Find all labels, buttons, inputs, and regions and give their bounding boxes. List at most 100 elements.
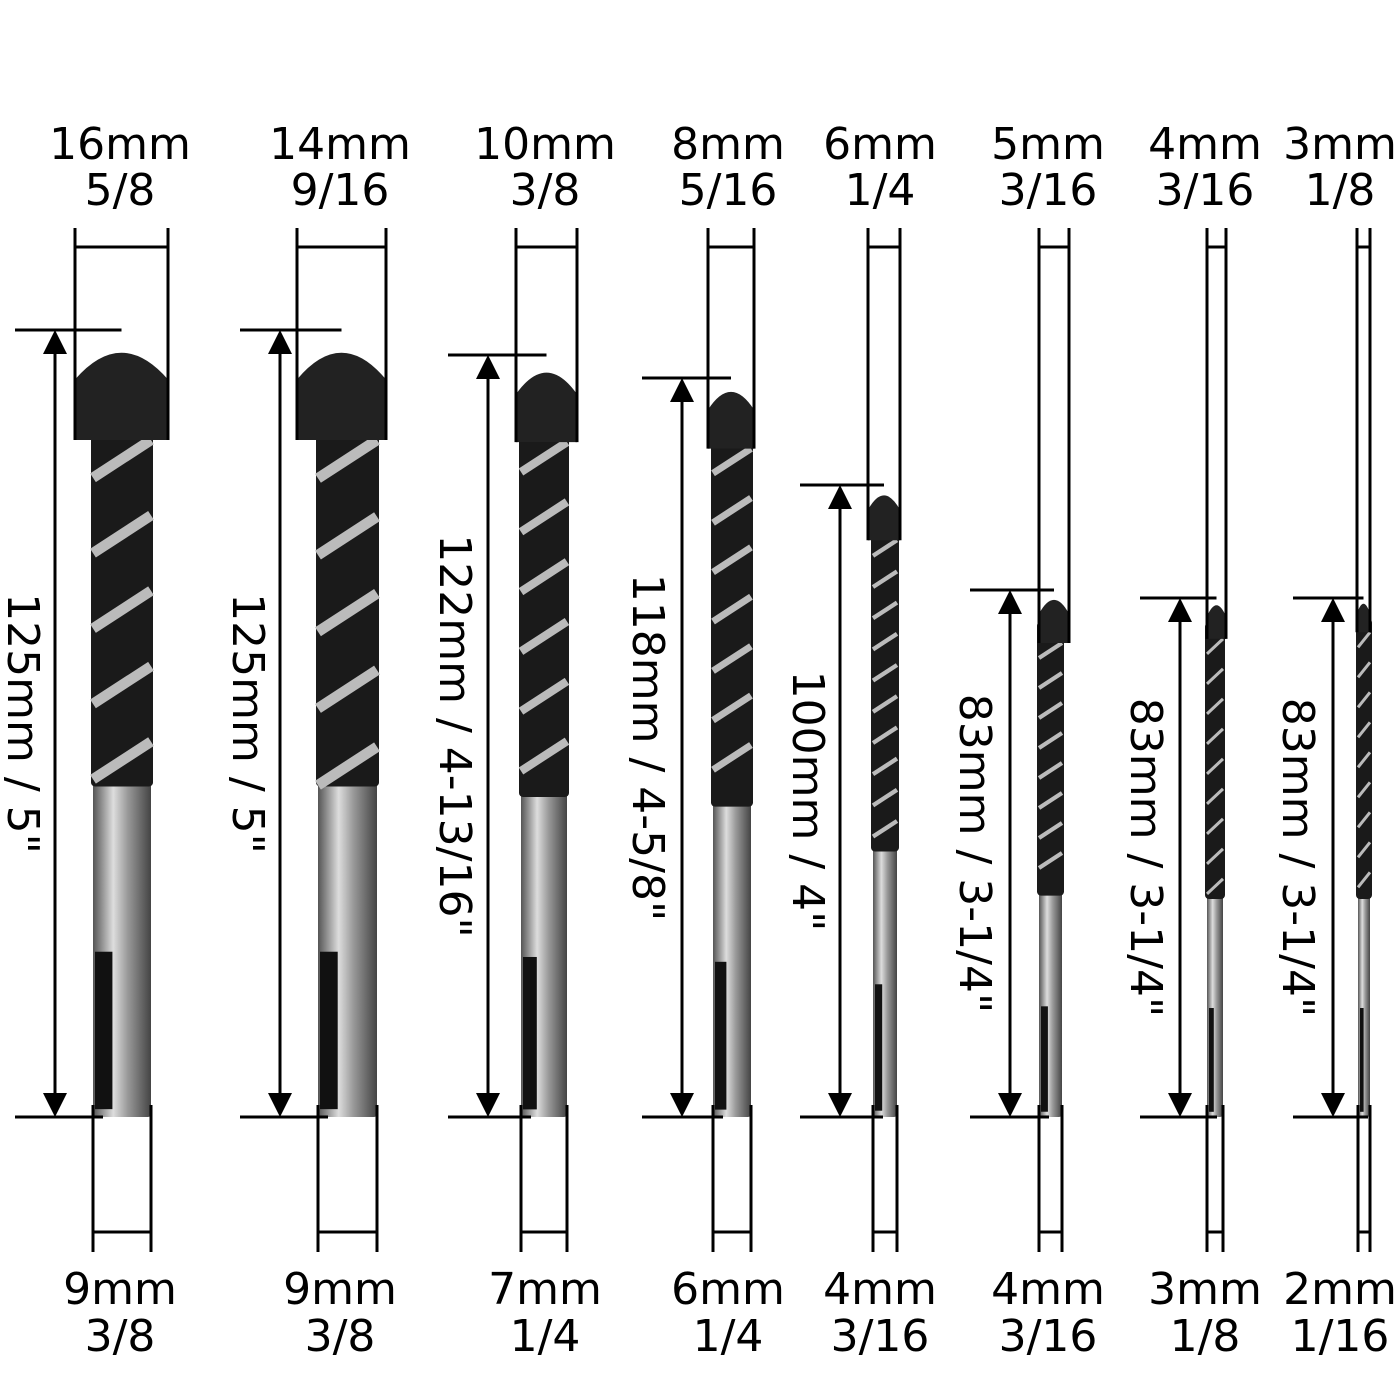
bit-flat (1209, 1008, 1214, 1112)
spiral-highlight (711, 445, 753, 477)
spiral-highlight (1037, 671, 1064, 690)
spiral-highlight (1356, 751, 1372, 769)
tip-size-inch: 3/16 (1156, 165, 1255, 216)
spiral-highlight (518, 737, 570, 775)
spiral-highlight (1037, 791, 1064, 810)
length-label: 100mm / 4" (782, 671, 833, 932)
spiral-highlight (711, 544, 753, 575)
tip-size-inch: 3/8 (510, 165, 581, 216)
shank-size-inch: 1/16 (1291, 1311, 1390, 1362)
length-label: 83mm / 3-1/4" (1120, 698, 1171, 1017)
spiral-highlight (1205, 817, 1225, 835)
spiral-highlight (315, 588, 380, 637)
bit-spiral (316, 396, 379, 787)
spiral-highlight (518, 677, 570, 715)
bit-tip (1039, 599, 1069, 643)
tip-size-mm: 6mm (823, 119, 937, 170)
spiral-highlight (1205, 847, 1225, 865)
spiral-highlight (1037, 731, 1064, 750)
spiral-highlight (518, 438, 570, 476)
spiral-highlight (90, 661, 154, 709)
length-label: 83mm / 3-1/4" (949, 694, 1000, 1013)
tip-size-mm: 14mm (269, 119, 411, 170)
bit-flat (95, 951, 113, 1110)
spiral-highlight (1205, 637, 1225, 655)
bit-tip (297, 352, 386, 440)
spiral-highlight (871, 600, 899, 621)
spiral-highlight (711, 593, 753, 625)
shank-size-inch: 3/8 (305, 1311, 376, 1362)
shank-size-mm: 7mm (488, 1264, 602, 1315)
bit-tip (868, 495, 900, 541)
tip-size-mm: 16mm (49, 119, 191, 170)
spiral-highlight (518, 618, 570, 655)
spiral-highlight (1356, 661, 1372, 679)
spiral-highlight (871, 569, 899, 589)
shank-size-mm: 2mm (1283, 1264, 1397, 1315)
spiral-highlight (1356, 781, 1372, 799)
spiral-highlight (1205, 757, 1225, 775)
bit-flat (523, 956, 537, 1110)
spiral-highlight (315, 512, 380, 560)
spiral-highlight (871, 538, 899, 558)
bit-tip (1207, 605, 1226, 639)
spiral-highlight (315, 665, 380, 713)
length-label: 125mm / 5" (222, 593, 273, 854)
spiral-highlight (871, 756, 899, 777)
shank-size-inch: 1/8 (1170, 1311, 1241, 1362)
spiral-highlight (1356, 721, 1372, 739)
bit-spiral (91, 396, 153, 787)
spiral-highlight (711, 692, 753, 724)
spiral-highlight (90, 511, 154, 558)
tip-size-mm: 8mm (671, 119, 785, 170)
spiral-highlight (90, 435, 154, 483)
tip-size-inch: 1/8 (1305, 165, 1376, 216)
spiral-highlight (1356, 631, 1372, 649)
shank-size-mm: 9mm (283, 1264, 397, 1315)
tip-size-inch: 3/16 (999, 165, 1098, 216)
tip-size-mm: 3mm (1283, 119, 1397, 170)
bit-tip (75, 352, 168, 440)
spiral-highlight (90, 737, 154, 784)
spiral-highlight (1205, 877, 1225, 895)
spiral-highlight (1037, 641, 1064, 660)
spiral-highlight (1205, 727, 1225, 745)
bit-flat (320, 951, 338, 1110)
bit-tip (516, 372, 577, 443)
bit-tip (1357, 603, 1370, 633)
spiral-highlight (1356, 811, 1372, 829)
tip-size-mm: 10mm (474, 119, 616, 170)
spiral-highlight (871, 694, 899, 714)
spiral-highlight (518, 498, 570, 536)
tip-size-inch: 1/4 (845, 165, 916, 216)
spiral-highlight (711, 495, 753, 526)
spiral-highlight (1037, 761, 1064, 780)
shank-size-mm: 9mm (63, 1264, 177, 1315)
spiral-highlight (1037, 821, 1064, 840)
spiral-highlight (315, 435, 380, 483)
shank-size-mm: 4mm (991, 1264, 1105, 1315)
spiral-highlight (1205, 787, 1225, 805)
spiral-highlight (871, 663, 899, 683)
spiral-highlight (871, 787, 899, 808)
tip-size-mm: 5mm (991, 119, 1105, 170)
spiral-highlight (1356, 871, 1372, 889)
shank-size-inch: 1/4 (693, 1311, 764, 1362)
tip-size-inch: 5/8 (85, 165, 156, 216)
spiral-highlight (871, 819, 899, 839)
spiral-highlight (1037, 851, 1064, 870)
bit-flat (715, 961, 727, 1110)
length-label: 83mm / 3-1/4" (1272, 698, 1323, 1017)
spiral-highlight (315, 742, 380, 790)
bit-flat (1360, 1008, 1364, 1112)
spiral-highlight (518, 558, 570, 596)
tip-size-inch: 9/16 (291, 165, 390, 216)
shank-size-inch: 3/16 (831, 1311, 930, 1362)
